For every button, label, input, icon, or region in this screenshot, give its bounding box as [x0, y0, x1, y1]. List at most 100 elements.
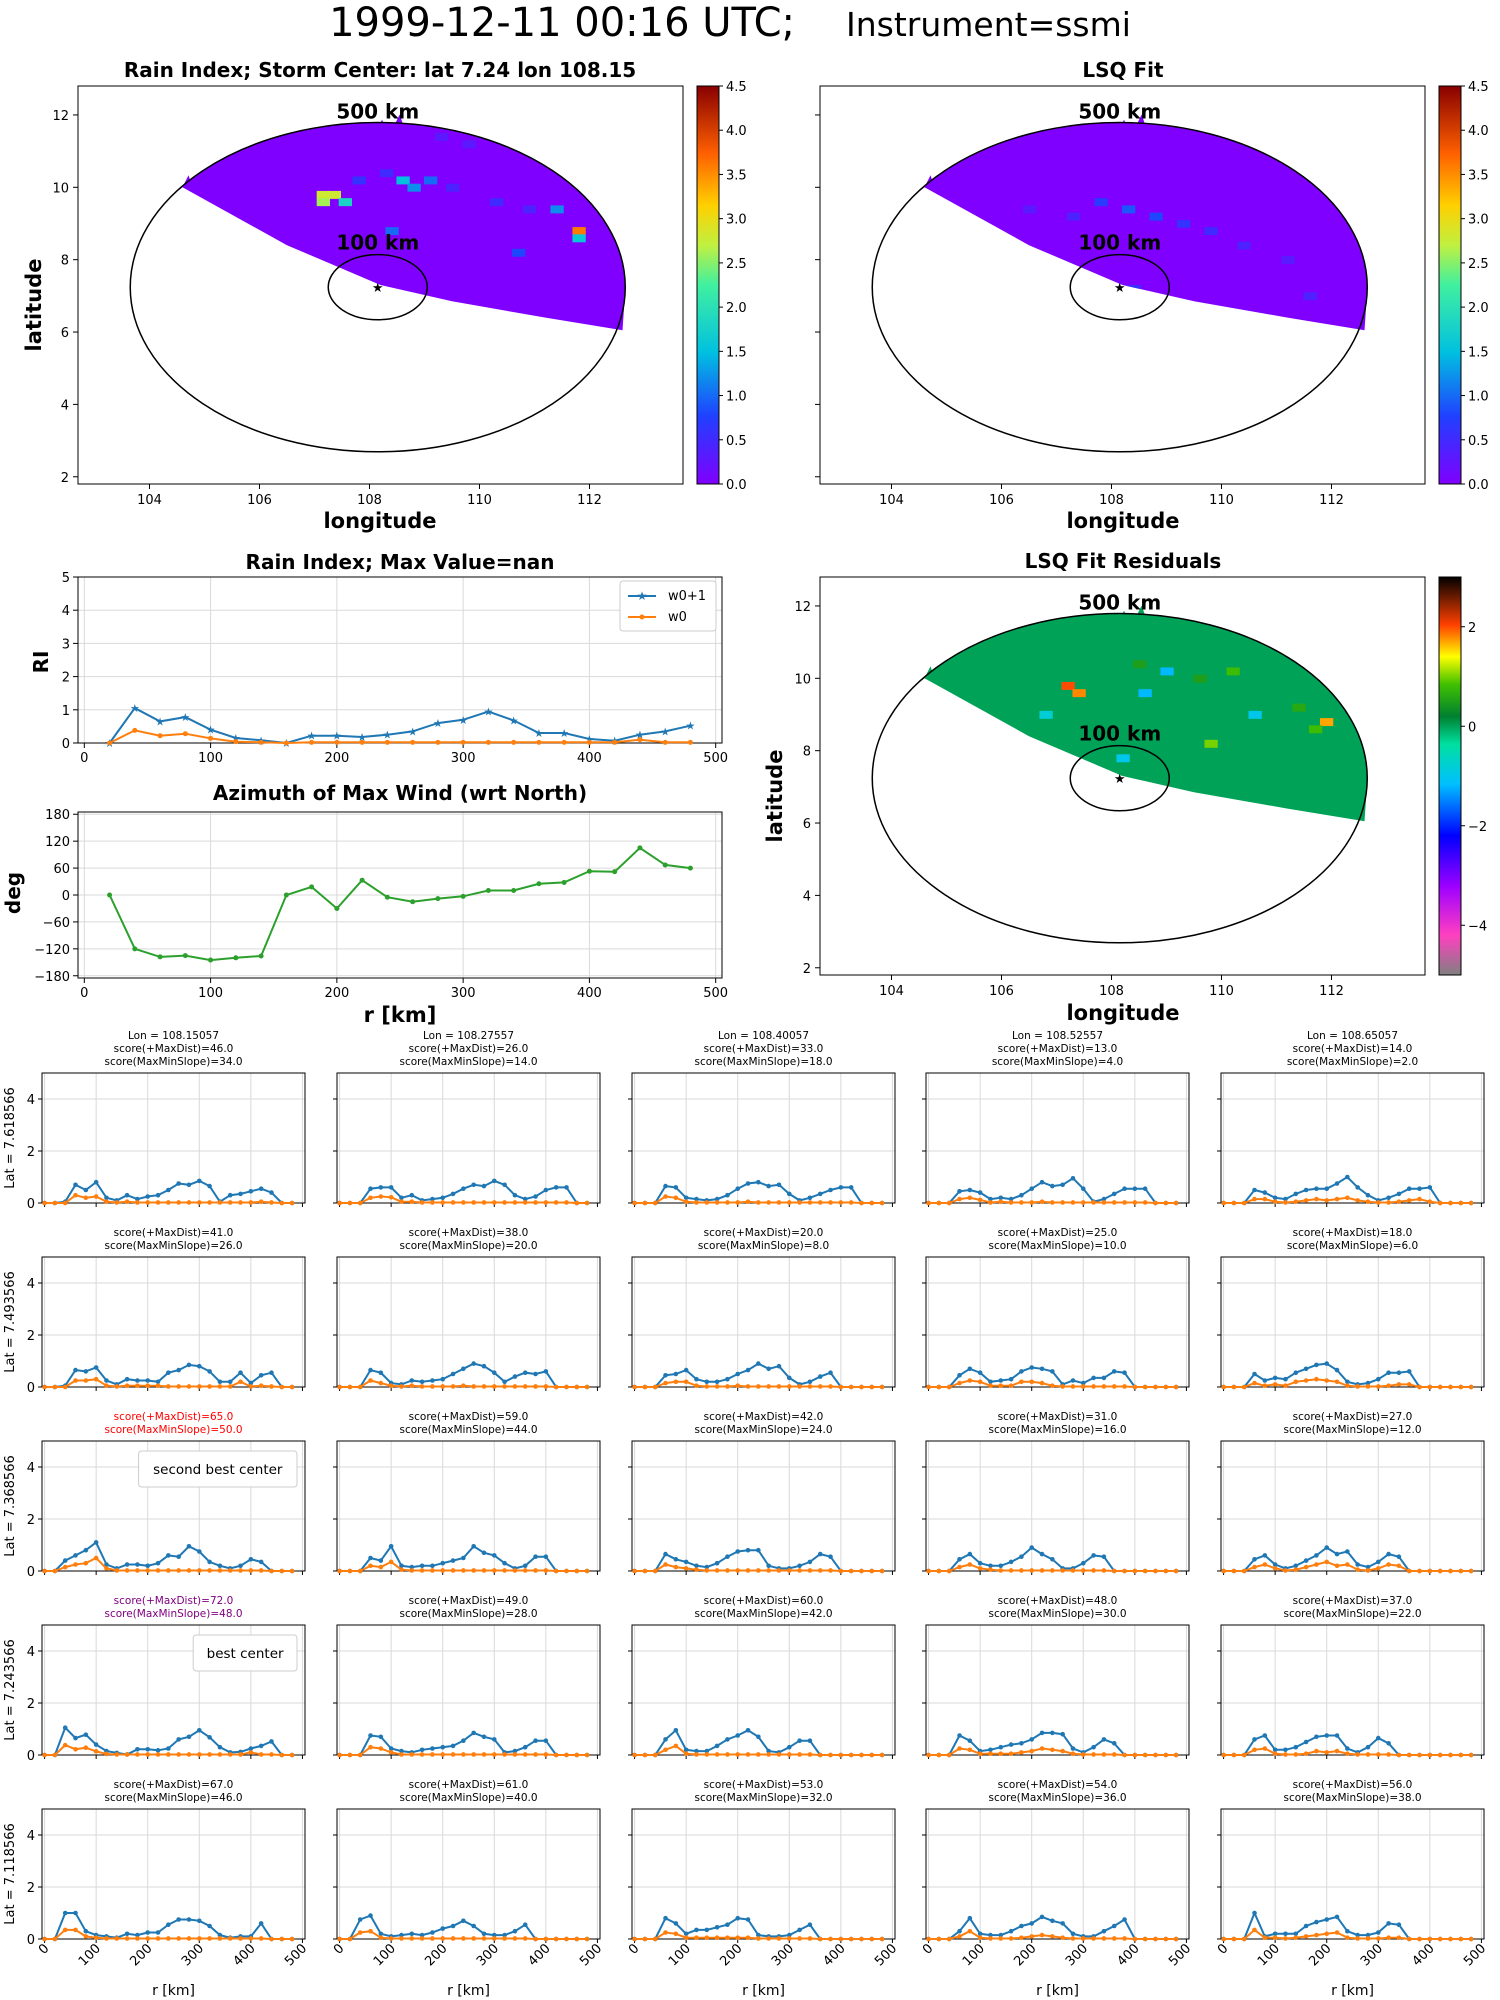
data-point: [73, 1553, 78, 1558]
panel-score-maxdist: score(+MaxDist)=61.0: [409, 1779, 529, 1791]
data-point: [1060, 1935, 1065, 1940]
data-point: [409, 1192, 415, 1198]
data-point: [1173, 1568, 1179, 1574]
data-point: [461, 1568, 466, 1573]
series-line: [44, 1363, 293, 1388]
data-point: [1039, 1366, 1045, 1372]
panel-score-maxdist: score(+MaxDist)=18.0: [1293, 1227, 1413, 1239]
data-point: [227, 1192, 233, 1198]
swath-edge-tooth: [994, 155, 1005, 168]
data-point: [1427, 1752, 1433, 1758]
x-tick-label: 400: [821, 1941, 849, 1969]
heatmap-cell: [1127, 285, 1141, 293]
data-point: [1050, 1557, 1055, 1562]
data-point: [1050, 1918, 1055, 1924]
data-point: [337, 1384, 342, 1390]
data-point: [1132, 1752, 1138, 1758]
data-point: [735, 1915, 741, 1921]
heatmap-cell: [1292, 703, 1306, 712]
data-point: [522, 1563, 528, 1569]
heatmap-cell: [423, 176, 438, 185]
data-point: [967, 1366, 973, 1372]
data-point: [450, 1752, 456, 1757]
data-point: [998, 1568, 1004, 1573]
data-point: [1070, 1746, 1076, 1751]
data-point: [248, 1746, 254, 1751]
data-point: [683, 1935, 689, 1940]
row-lat-label: Lat = 7.118566: [3, 1823, 18, 1925]
data-point: [283, 740, 289, 746]
colorbar-tick-label: 3.5: [1468, 168, 1489, 183]
data-point: [1283, 1383, 1288, 1388]
data-point: [1314, 1196, 1319, 1202]
data-point: [533, 1936, 538, 1942]
data-point: [409, 1564, 415, 1570]
data-point: [533, 1752, 538, 1757]
x-tick-label: 112: [577, 493, 602, 508]
data-point: [735, 1752, 741, 1757]
data-point: [687, 739, 693, 745]
data-point: [1101, 1375, 1107, 1381]
score-panel: 0 2 4 score(+MaxDist)=41.0score(MaxMinSlope…: [3, 1227, 306, 1396]
x-tick-label: 110: [1209, 493, 1234, 508]
data-point: [258, 739, 264, 745]
x-tick-label: 100: [198, 986, 223, 1001]
x-tick-label: 200: [1306, 1941, 1334, 1969]
data-point: [104, 1199, 109, 1204]
colorbar: [696, 85, 720, 485]
data-point: ★: [458, 714, 468, 727]
data-point: [817, 1384, 823, 1389]
data-point: [1375, 1735, 1381, 1741]
score-panel: score(+MaxDist)=61.0score(MaxMinSlope)=4…: [331, 1779, 605, 1999]
data-point: [694, 1376, 699, 1382]
y-tick-label: 4: [803, 889, 811, 904]
y-tick-label: 4: [27, 1829, 35, 1844]
data-point: [1070, 1568, 1076, 1573]
data-point: [83, 1187, 89, 1193]
data-point: [357, 1200, 363, 1206]
data-point: [687, 865, 693, 871]
data-point: [745, 1752, 751, 1757]
row-lat-label: Lat = 7.618566: [3, 1087, 18, 1189]
heatmap-cell: [1308, 725, 1323, 734]
data-point: [347, 1200, 353, 1206]
data-point: [714, 1743, 720, 1749]
data-point: [1050, 1200, 1055, 1205]
data-point: [1029, 1737, 1035, 1742]
ring-100km: [327, 253, 428, 321]
heatmap-cell: [1061, 681, 1075, 690]
data-point: [1468, 1568, 1474, 1574]
data-point: [543, 1738, 549, 1743]
x-tick-label: 300: [769, 1941, 797, 1969]
panel-note: second best center: [153, 1462, 283, 1478]
data-point: [347, 1384, 353, 1390]
data-point: [776, 1363, 782, 1369]
data-point: [1080, 1384, 1086, 1389]
data-point: [471, 1361, 476, 1366]
swath-edge-tooth: [1082, 129, 1093, 142]
data-point: [1365, 1568, 1371, 1573]
data-point: [869, 1568, 875, 1574]
data-point: [388, 1544, 394, 1549]
data-point: [998, 1199, 1004, 1204]
x-tick-label: 100: [198, 751, 223, 766]
data-point: [1355, 1198, 1360, 1203]
score-panel: score(+MaxDist)=25.0score(MaxMinSlope)=1…: [922, 1227, 1190, 1391]
data-point: [543, 1384, 549, 1389]
data-point: [807, 1936, 813, 1941]
data-point: [1019, 1379, 1024, 1385]
data-point: [227, 1200, 233, 1205]
data-point: [1153, 1936, 1158, 1942]
data-point: [1070, 1931, 1076, 1937]
data-point: [1019, 1741, 1024, 1746]
data-point: [440, 1200, 446, 1205]
y-tick-label: 12: [52, 109, 69, 124]
data-point: [1396, 1935, 1402, 1940]
data-point: [461, 1186, 466, 1191]
data-point: [522, 1196, 528, 1202]
data-point: [957, 1733, 962, 1738]
data-point: ★: [332, 730, 342, 743]
data-point: [766, 1752, 771, 1757]
data-point: [1221, 1568, 1226, 1574]
data-point: [435, 896, 441, 902]
